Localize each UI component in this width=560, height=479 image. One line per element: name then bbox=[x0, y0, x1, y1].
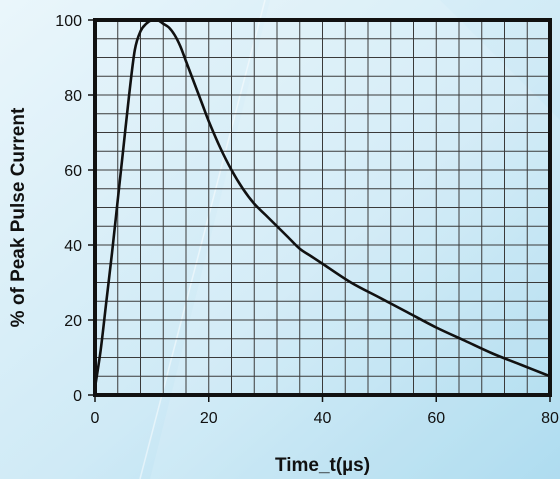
x-tick-label: 80 bbox=[541, 410, 559, 427]
y-tick-label: 20 bbox=[64, 313, 82, 330]
x-tick-label: 60 bbox=[427, 410, 445, 427]
x-tick-label: 40 bbox=[314, 410, 332, 427]
x-tick-label: 0 bbox=[91, 410, 100, 427]
y-tick-label: 60 bbox=[64, 163, 82, 180]
y-tick-label: 0 bbox=[73, 388, 82, 405]
y-tick-label: 40 bbox=[64, 238, 82, 255]
axes: 0 20 40 60 80 0 20 40 60 80 100 bbox=[55, 13, 559, 427]
background-streak bbox=[139, 0, 266, 479]
grid bbox=[94, 19, 551, 396]
y-axis-title: % of Peak Pulse Current bbox=[8, 107, 29, 327]
background-sheen bbox=[150, 0, 560, 479]
series-layer bbox=[93, 18, 552, 389]
series-line bbox=[93, 18, 552, 389]
x-axis-title: Time_t(µs) bbox=[275, 455, 370, 476]
y-tick-label: 100 bbox=[55, 13, 82, 30]
y-tick-label: 80 bbox=[64, 88, 82, 105]
x-tick-label: 20 bbox=[200, 410, 218, 427]
